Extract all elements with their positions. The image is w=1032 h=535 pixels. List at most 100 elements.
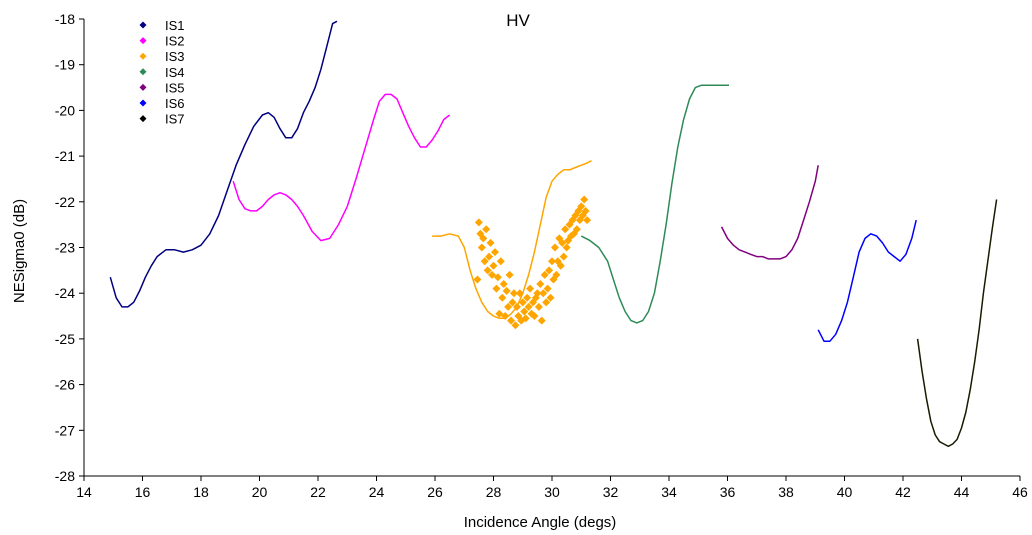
x-tick-label: 14 <box>76 484 92 500</box>
data-point-is3 <box>520 307 529 316</box>
data-point-is3 <box>583 216 592 225</box>
data-point-is3 <box>577 202 586 211</box>
plot-markers-group <box>473 195 592 330</box>
data-point-is3 <box>504 302 513 311</box>
data-point-is3 <box>540 270 549 279</box>
y-tick-label: -19 <box>55 57 75 73</box>
x-tick-label: 24 <box>369 484 385 500</box>
data-point-is3 <box>493 273 502 282</box>
data-point-is3 <box>515 289 524 298</box>
data-point-is3 <box>536 280 545 289</box>
data-point-is3 <box>556 261 565 270</box>
plot-series-group <box>109 20 998 448</box>
data-point-is3 <box>521 314 530 323</box>
x-tick-label: 22 <box>310 484 326 500</box>
x-tick-label: 16 <box>135 484 151 500</box>
x-tick-label: 46 <box>1012 484 1028 500</box>
data-point-is3 <box>562 243 571 252</box>
data-point-is3 <box>502 286 511 295</box>
data-point-is3 <box>489 261 498 270</box>
data-point-is3 <box>473 275 482 284</box>
data-point-is3 <box>552 270 561 279</box>
data-point-is3 <box>512 302 521 311</box>
legend-marker-is4 <box>139 68 147 76</box>
data-point-is3 <box>507 316 516 325</box>
chart-title: HV <box>506 11 530 30</box>
data-point-is3 <box>505 270 514 279</box>
data-point-is3 <box>480 257 489 266</box>
x-axis-title: Incidence Angle (degs) <box>464 514 617 531</box>
y-tick-label: -26 <box>55 377 75 393</box>
legend-label-is4: IS4 <box>165 65 185 80</box>
x-tick-label: 26 <box>427 484 443 500</box>
data-point-is3 <box>511 321 520 330</box>
legend-marker-is5 <box>139 83 147 91</box>
axes-group: 14 16 18 20 22 24 26 28 30 32 34 36 38 40 42 44 46 -18 -19… <box>55 11 1028 500</box>
y-tick-label: -22 <box>55 194 75 210</box>
series-line-is7 <box>916 199 998 448</box>
data-point-is3 <box>518 298 527 307</box>
data-point-is3 <box>537 316 546 325</box>
data-point-is3 <box>546 293 555 302</box>
y-tick-label: -25 <box>55 331 75 347</box>
x-tick-label: 42 <box>895 484 911 500</box>
x-tick-label: 34 <box>661 484 677 500</box>
data-point-is3 <box>495 309 504 318</box>
data-point-is3 <box>534 302 543 311</box>
data-point-is3 <box>482 225 491 234</box>
data-point-is3 <box>508 298 517 307</box>
x-tick-label: 36 <box>720 484 736 500</box>
data-point-is3 <box>533 289 542 298</box>
legend-label-is7: IS7 <box>165 112 185 127</box>
legend-marker-is1 <box>139 21 147 29</box>
data-point-is3 <box>492 284 501 293</box>
legend-marker-is3 <box>139 52 147 60</box>
data-point-is3 <box>509 289 518 298</box>
x-tick-label: 30 <box>544 484 560 500</box>
data-point-is3 <box>581 206 590 215</box>
y-tick-label: -23 <box>55 240 75 256</box>
data-point-is3 <box>479 234 488 243</box>
x-tick-label: 20 <box>252 484 268 500</box>
data-point-is3 <box>526 284 535 293</box>
legend-marker-is7 <box>139 115 147 123</box>
series-line-is2 <box>232 93 451 242</box>
series-line-is5 <box>720 165 819 260</box>
data-point-is3 <box>486 238 495 247</box>
data-point-is3 <box>550 243 559 252</box>
legend-label-is3: IS3 <box>165 49 185 64</box>
series-line-is4 <box>580 84 729 324</box>
data-point-is3 <box>580 195 589 204</box>
series-line-is1 <box>109 20 338 308</box>
x-tick-label: 44 <box>954 484 970 500</box>
y-tick-label: -28 <box>55 468 75 484</box>
data-point-is3 <box>523 293 532 302</box>
data-point-is3 <box>539 289 548 298</box>
data-point-is3 <box>499 280 508 289</box>
x-tick-label: 40 <box>837 484 853 500</box>
legend-label-is2: IS2 <box>165 34 185 49</box>
data-point-is3 <box>558 238 567 247</box>
data-point-is3 <box>524 302 533 311</box>
data-point-is3 <box>496 257 505 266</box>
data-point-is3 <box>501 312 510 321</box>
x-tick-label: 38 <box>778 484 794 500</box>
data-point-is3 <box>498 293 507 302</box>
y-tick-label: -18 <box>55 11 75 27</box>
data-point-is3 <box>542 298 551 307</box>
data-point-is3 <box>477 243 486 252</box>
x-tick-label: 32 <box>603 484 619 500</box>
data-point-is3 <box>548 257 556 266</box>
x-tick-label: 28 <box>486 484 502 500</box>
data-point-is3 <box>530 312 539 321</box>
y-tick-label: -27 <box>55 422 75 438</box>
data-point-is3 <box>485 252 494 261</box>
legend-label-is5: IS5 <box>165 80 185 95</box>
data-point-is3 <box>561 225 570 234</box>
x-tick-label: 18 <box>193 484 209 500</box>
data-point-is3 <box>572 225 581 234</box>
y-tick-label: -21 <box>55 148 75 164</box>
data-point-is3 <box>488 270 497 279</box>
